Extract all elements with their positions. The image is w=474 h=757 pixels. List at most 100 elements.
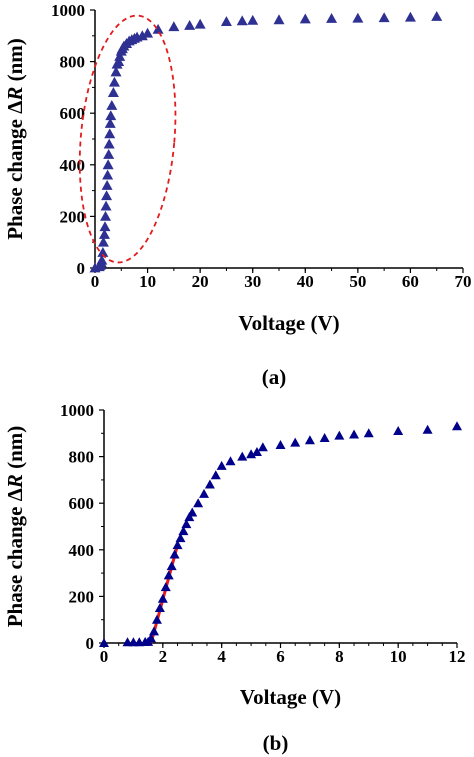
y-tick-label: 600 (69, 494, 95, 513)
y-tick-label: 600 (60, 104, 86, 123)
data-point (142, 27, 154, 38)
data-point (290, 437, 301, 447)
data-point (136, 30, 148, 41)
data-point (101, 190, 113, 201)
data-point (299, 13, 311, 24)
x-axis-title: Voltage (V) (238, 311, 339, 335)
x-axis-title: Voltage (V) (240, 685, 341, 709)
data-point (99, 221, 111, 232)
data-point (104, 118, 116, 128)
data-point (166, 561, 177, 571)
data-point (97, 236, 109, 247)
data-point (106, 99, 118, 110)
data-point (99, 638, 109, 647)
data-point (378, 12, 390, 23)
data-point (172, 540, 183, 550)
y-axis-title: Phase change ΔR (nm) (3, 426, 27, 628)
data-point (246, 449, 257, 459)
data-point (108, 76, 120, 87)
data-point (149, 626, 160, 636)
data-point (275, 439, 286, 449)
data-point (216, 460, 227, 470)
data-point (194, 18, 206, 29)
data-point (204, 479, 215, 489)
data-point (187, 507, 198, 517)
data-point (102, 169, 114, 180)
data-point (101, 179, 113, 190)
data-point (152, 23, 164, 34)
y-tick-label: 800 (69, 448, 95, 467)
data-point (352, 12, 364, 23)
y-tick-label: 400 (69, 541, 95, 560)
data-point (100, 210, 112, 221)
x-tick-label: 6 (276, 647, 285, 666)
data-point (326, 13, 338, 23)
data-point (304, 435, 315, 445)
data-point (107, 87, 119, 97)
x-tick-label: 0 (91, 272, 100, 291)
data-point (104, 128, 116, 139)
data-point (220, 16, 232, 27)
x-tick-label: 60 (402, 272, 419, 291)
chart-panel-a: 0 200 400 600 800 1000 0 10 20 30 40 50 60 70 Voltage … (3, 1, 472, 389)
data-point (431, 10, 443, 21)
y-axis-title: Phase change ΔR (nm) (3, 38, 27, 240)
data-point (452, 421, 462, 431)
y-tick-label: 200 (69, 587, 95, 606)
data-point (178, 526, 189, 536)
data-point (334, 430, 345, 440)
data-point (349, 429, 360, 439)
x-tick-label: 12 (449, 647, 466, 666)
data-point (210, 470, 221, 480)
data-point (175, 533, 186, 543)
y-tick-label: 0 (77, 259, 86, 278)
data-point (100, 200, 112, 211)
data-point (105, 110, 117, 121)
x-tick-label: 10 (390, 647, 407, 666)
data-point (114, 50, 126, 61)
data-point (393, 425, 404, 435)
x-tick-label: 2 (159, 647, 168, 666)
x-tick-label: 10 (139, 272, 156, 291)
data-point (151, 614, 162, 624)
data-point (237, 451, 248, 461)
panel-label: (b) (263, 731, 289, 755)
data-point (160, 582, 171, 592)
x-tick-label: 8 (335, 647, 344, 666)
data-point (154, 603, 165, 613)
data-point (146, 633, 157, 643)
data-point (363, 428, 374, 438)
data-point (168, 21, 180, 32)
panel-label: (a) (262, 365, 287, 389)
y-tick-label: 1000 (60, 401, 94, 420)
data-point (184, 512, 195, 522)
highlight-ellipse (78, 14, 177, 264)
x-tick-label: 40 (297, 272, 314, 291)
chart-panel-b: 0 200 400 600 800 1000 0 2 4 6 8 10 12 Voltage (V) Pha… (3, 401, 466, 755)
x-tick-label: 0 (100, 647, 109, 666)
data-point (225, 456, 236, 466)
data-point (103, 148, 115, 159)
data-point (102, 159, 114, 170)
x-tick-label: 30 (244, 272, 261, 291)
x-tick-label: 4 (217, 647, 226, 666)
data-point (97, 247, 109, 257)
data-point (257, 442, 268, 452)
y-tick-label: 200 (60, 207, 86, 226)
data-point (181, 519, 192, 529)
data-point (251, 446, 262, 456)
fit-line (149, 544, 179, 644)
data-point (319, 432, 330, 442)
x-tick-label: 70 (455, 272, 472, 291)
data-point (404, 11, 416, 22)
x-tick-label: 20 (192, 272, 209, 291)
y-tick-label: 800 (60, 53, 86, 72)
data-point (163, 570, 174, 580)
data-point (96, 254, 108, 265)
data-point (422, 424, 433, 434)
data-point (110, 66, 122, 77)
x-tick-label: 50 (349, 272, 366, 291)
y-tick-label: 0 (86, 634, 95, 653)
data-point (157, 593, 168, 603)
data-point (193, 498, 204, 508)
